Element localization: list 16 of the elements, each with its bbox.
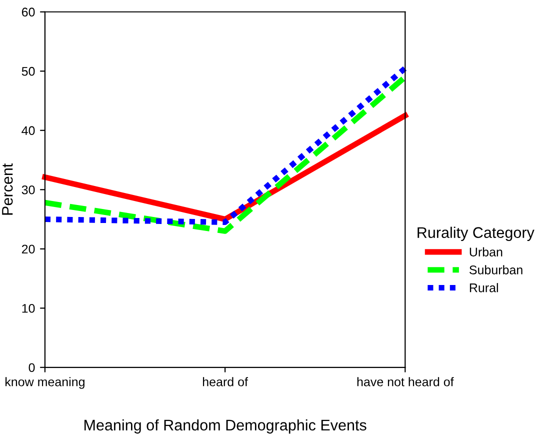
x-axis-title: Meaning of Random Demographic Events	[84, 419, 366, 434]
x-tick-label: heard of	[202, 377, 248, 386]
legend-label: Urban	[470, 247, 502, 256]
y-tick-label: 0	[28, 363, 35, 372]
y-tick-label: 10	[22, 304, 35, 313]
legend-label: Rural	[470, 283, 498, 292]
x-tick-label: know meaning	[6, 377, 84, 389]
y-tick-label: 20	[22, 244, 35, 254]
y-axis-title: Percent	[2, 163, 13, 215]
legend-label: Suburban	[470, 265, 522, 274]
x-tick-label: have not heard of	[357, 377, 454, 386]
y-tick-label: 60	[22, 8, 35, 17]
legend-title: Rurality Category	[418, 226, 534, 242]
y-tick-label: 30	[22, 185, 35, 194]
y-tick-label: 50	[22, 66, 35, 76]
y-tick-label: 40	[22, 126, 35, 136]
